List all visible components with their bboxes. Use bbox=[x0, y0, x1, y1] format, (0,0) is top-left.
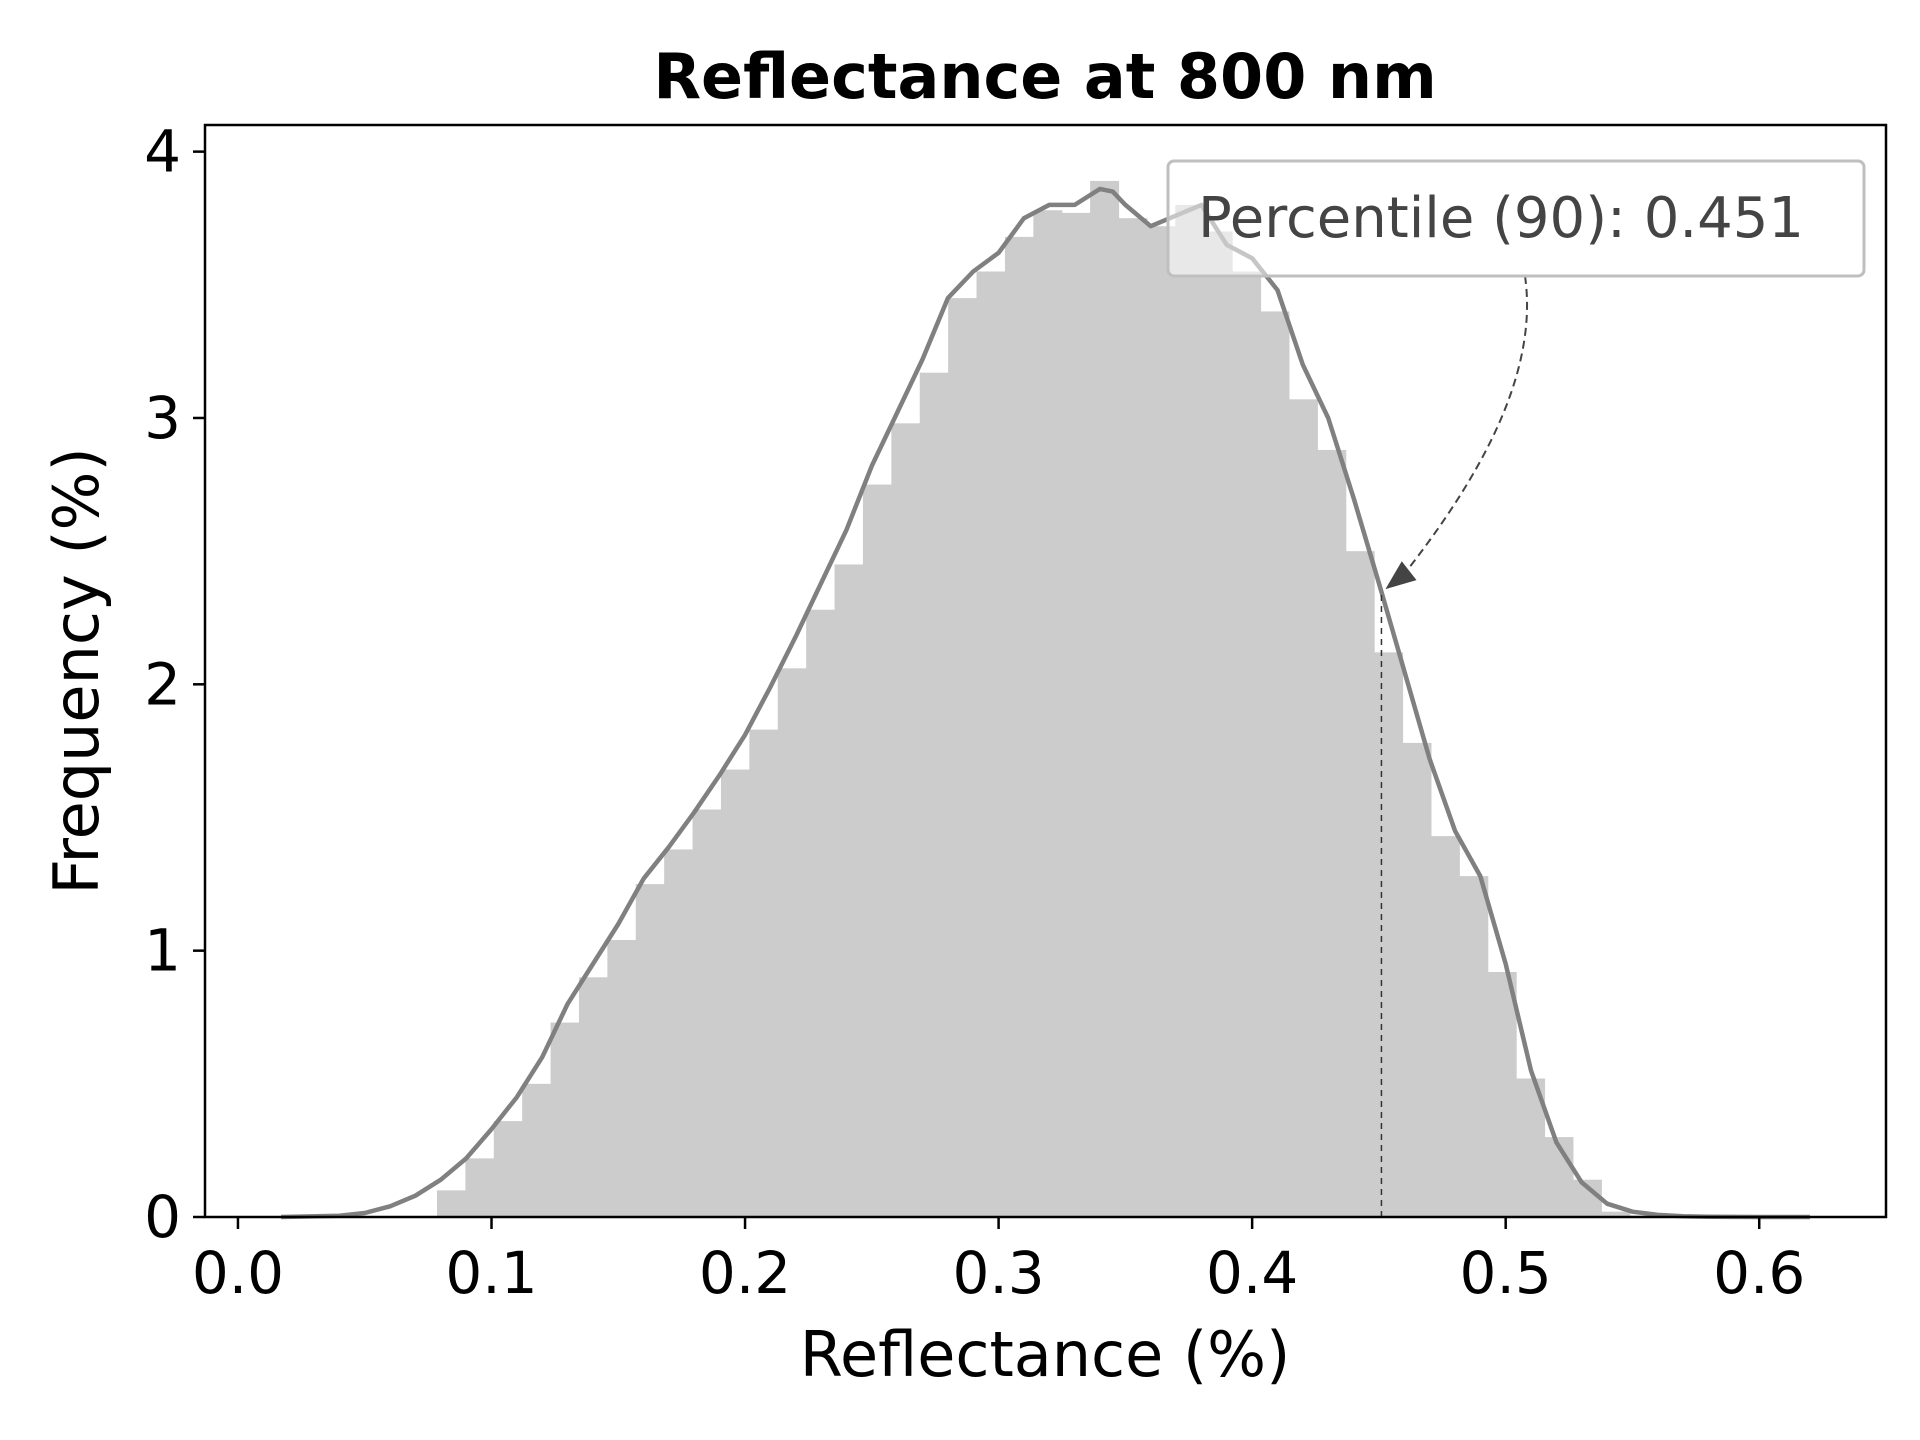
histogram-bar bbox=[948, 298, 978, 1217]
histogram-bar bbox=[806, 609, 836, 1217]
histogram-bar bbox=[522, 1083, 552, 1217]
histogram-bar bbox=[976, 271, 1006, 1217]
histogram-bar bbox=[720, 769, 750, 1217]
histogram-bar bbox=[607, 940, 637, 1217]
histogram-bar bbox=[1601, 1211, 1631, 1217]
y-axis-ticks: 0 1 2 3 4 bbox=[144, 118, 205, 1251]
y-tick-label: 2 bbox=[144, 650, 181, 718]
histogram-bar bbox=[692, 809, 722, 1217]
x-tick-label: 0.1 bbox=[445, 1239, 537, 1307]
histogram-bar bbox=[1487, 971, 1517, 1217]
histogram-bar bbox=[834, 564, 864, 1217]
histogram-bar bbox=[1061, 212, 1091, 1217]
annotation-arrow bbox=[1402, 275, 1529, 576]
x-tick-label: 0.0 bbox=[192, 1239, 284, 1307]
histogram-bars bbox=[436, 180, 1659, 1218]
chart-title: Reflectance at 800 nm bbox=[653, 40, 1436, 113]
histogram-bar bbox=[1402, 742, 1432, 1217]
x-tick-label: 0.2 bbox=[699, 1239, 791, 1307]
x-tick-label: 0.3 bbox=[952, 1239, 1044, 1307]
histogram-bar bbox=[1033, 210, 1063, 1218]
y-tick-label: 3 bbox=[144, 384, 181, 452]
histogram-bar bbox=[1317, 449, 1347, 1217]
histogram-bar bbox=[578, 977, 608, 1217]
histogram-bar bbox=[1118, 218, 1148, 1218]
histogram-bar bbox=[862, 484, 892, 1217]
x-axis-label: Reflectance (%) bbox=[800, 1318, 1291, 1391]
x-tick-label: 0.4 bbox=[1206, 1239, 1298, 1307]
histogram-bar bbox=[1260, 311, 1290, 1217]
plot-area-frame bbox=[203, 123, 1888, 1219]
kde-curve bbox=[281, 186, 1810, 1220]
histogram-bar bbox=[1374, 652, 1404, 1217]
histogram-bar bbox=[1232, 271, 1262, 1217]
histogram-bar bbox=[664, 849, 694, 1217]
histogram-bar bbox=[1288, 399, 1318, 1218]
histogram-bar bbox=[1004, 236, 1034, 1218]
y-axis-label: Frequency (%) bbox=[40, 447, 113, 894]
histogram-bar bbox=[493, 1121, 523, 1217]
y-tick-label: 1 bbox=[144, 917, 181, 985]
histogram-bar bbox=[891, 423, 921, 1217]
histogram-bar bbox=[465, 1158, 495, 1217]
histogram-bar bbox=[1459, 876, 1489, 1217]
annotation-box bbox=[1166, 159, 1866, 278]
annotation-arrowhead bbox=[1385, 561, 1417, 590]
histogram-bar bbox=[777, 668, 807, 1217]
y-tick-label: 0 bbox=[144, 1183, 181, 1251]
histogram-bar bbox=[1203, 231, 1233, 1217]
histogram-bar bbox=[919, 372, 949, 1217]
x-axis-ticks: 0.0 0.1 0.2 0.3 0.4 0.5 0.6 bbox=[192, 1217, 1805, 1307]
histogram-bar bbox=[1146, 226, 1176, 1217]
histogram-bar bbox=[1430, 836, 1460, 1217]
y-tick-label: 4 bbox=[144, 118, 181, 186]
histogram-bar bbox=[1175, 204, 1205, 1217]
histogram-bar bbox=[749, 729, 779, 1217]
histogram-bar bbox=[635, 884, 665, 1217]
histogram-bar bbox=[550, 1022, 580, 1217]
x-tick-label: 0.6 bbox=[1713, 1239, 1805, 1307]
histogram-bar bbox=[1090, 180, 1120, 1218]
annotation-label: Percentile (90): 0.451 bbox=[1198, 186, 1804, 251]
histogram-bar bbox=[436, 1190, 466, 1217]
histogram-bar bbox=[1345, 551, 1375, 1217]
x-tick-label: 0.5 bbox=[1460, 1239, 1552, 1307]
